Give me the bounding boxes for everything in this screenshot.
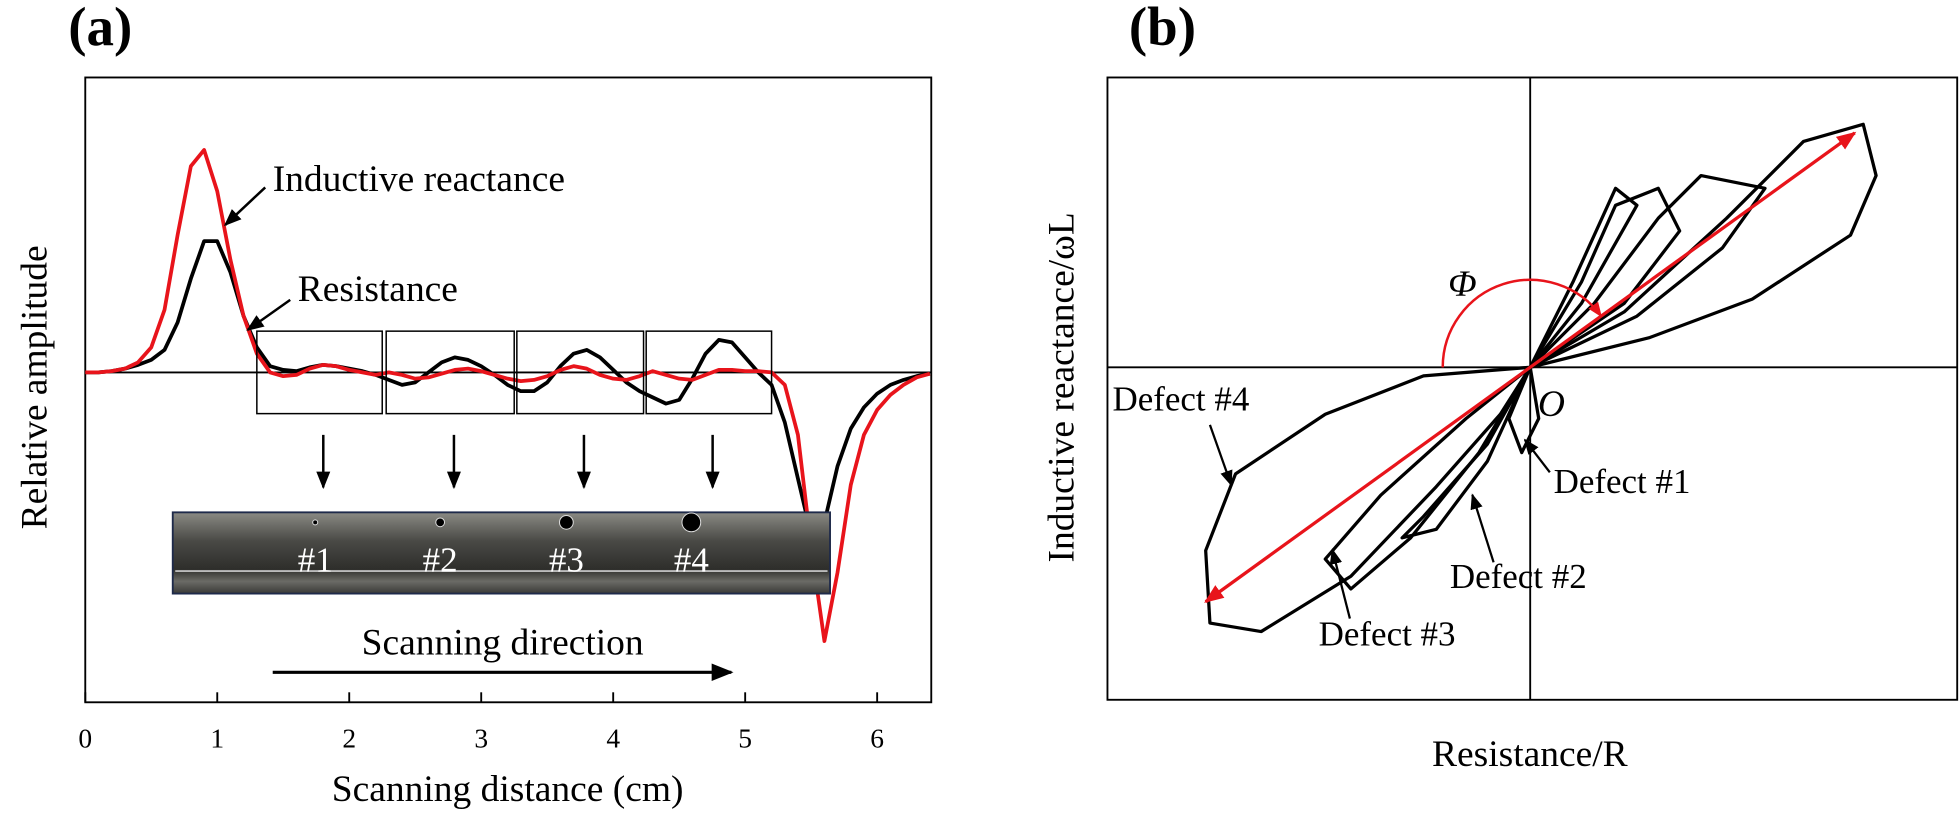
panel-label: (b) — [1129, 0, 1196, 57]
defect-annotation: Defect #3 — [1319, 614, 1456, 653]
defect-window — [516, 330, 645, 415]
specimen-hole — [559, 514, 574, 530]
specimen-label: #3 — [549, 541, 584, 580]
annotation-arrow — [223, 186, 267, 227]
annotation-arrow — [246, 298, 291, 331]
series-line — [85, 148, 931, 643]
angle-label: Φ — [1448, 264, 1477, 305]
annotation-arrow — [1208, 424, 1233, 487]
panel-label: (a) — [68, 0, 132, 57]
specimen-label: #2 — [423, 541, 458, 580]
direction-label: Scanning direction — [362, 623, 644, 664]
series-line — [85, 239, 931, 537]
annotation-arrow — [1523, 438, 1551, 474]
defect-window — [385, 330, 515, 415]
x-tick-label: 2 — [342, 723, 356, 753]
plot-frame — [1106, 76, 1959, 701]
series-annotation: Resistance — [298, 269, 458, 310]
defect-annotation: Defect #2 — [1450, 557, 1587, 596]
specimen-hole — [435, 517, 446, 528]
x-tick-label: 3 — [474, 723, 488, 753]
specimen-label: #1 — [298, 541, 333, 580]
x-axis-label: Scanning distance (cm) — [332, 769, 684, 810]
x-axis-label: Resistance/R — [1432, 734, 1628, 775]
defect-annotation: Defect #1 — [1554, 462, 1691, 501]
series-line — [1507, 186, 1639, 455]
phase-angle-arc — [1441, 278, 1603, 368]
x-tick-label: 0 — [78, 723, 92, 753]
defect-window — [256, 330, 383, 415]
x-tick-label: 6 — [870, 723, 884, 753]
annotation-arrow — [1470, 493, 1495, 563]
defect-window — [645, 330, 773, 415]
plot-frame — [84, 76, 933, 704]
series-line — [1323, 173, 1767, 591]
y-axis-label: Inductive reactance/ωL — [1042, 212, 1083, 562]
x-tick-label: 1 — [210, 723, 224, 753]
specimen-hole — [681, 512, 702, 533]
y-axis-label: Relative amplitude — [14, 245, 55, 529]
series-line — [1204, 122, 1878, 634]
specimen-label: #4 — [674, 541, 709, 580]
series-annotation: Inductive reactance — [273, 159, 565, 200]
specimen-photo — [171, 511, 831, 595]
x-tick-label: 5 — [738, 723, 752, 753]
origin-label: O — [1538, 384, 1565, 425]
specimen-hole — [312, 519, 319, 526]
x-tick-label: 4 — [606, 723, 620, 753]
phase-vector — [1204, 131, 1857, 604]
defect-annotation: Defect #4 — [1112, 379, 1249, 418]
